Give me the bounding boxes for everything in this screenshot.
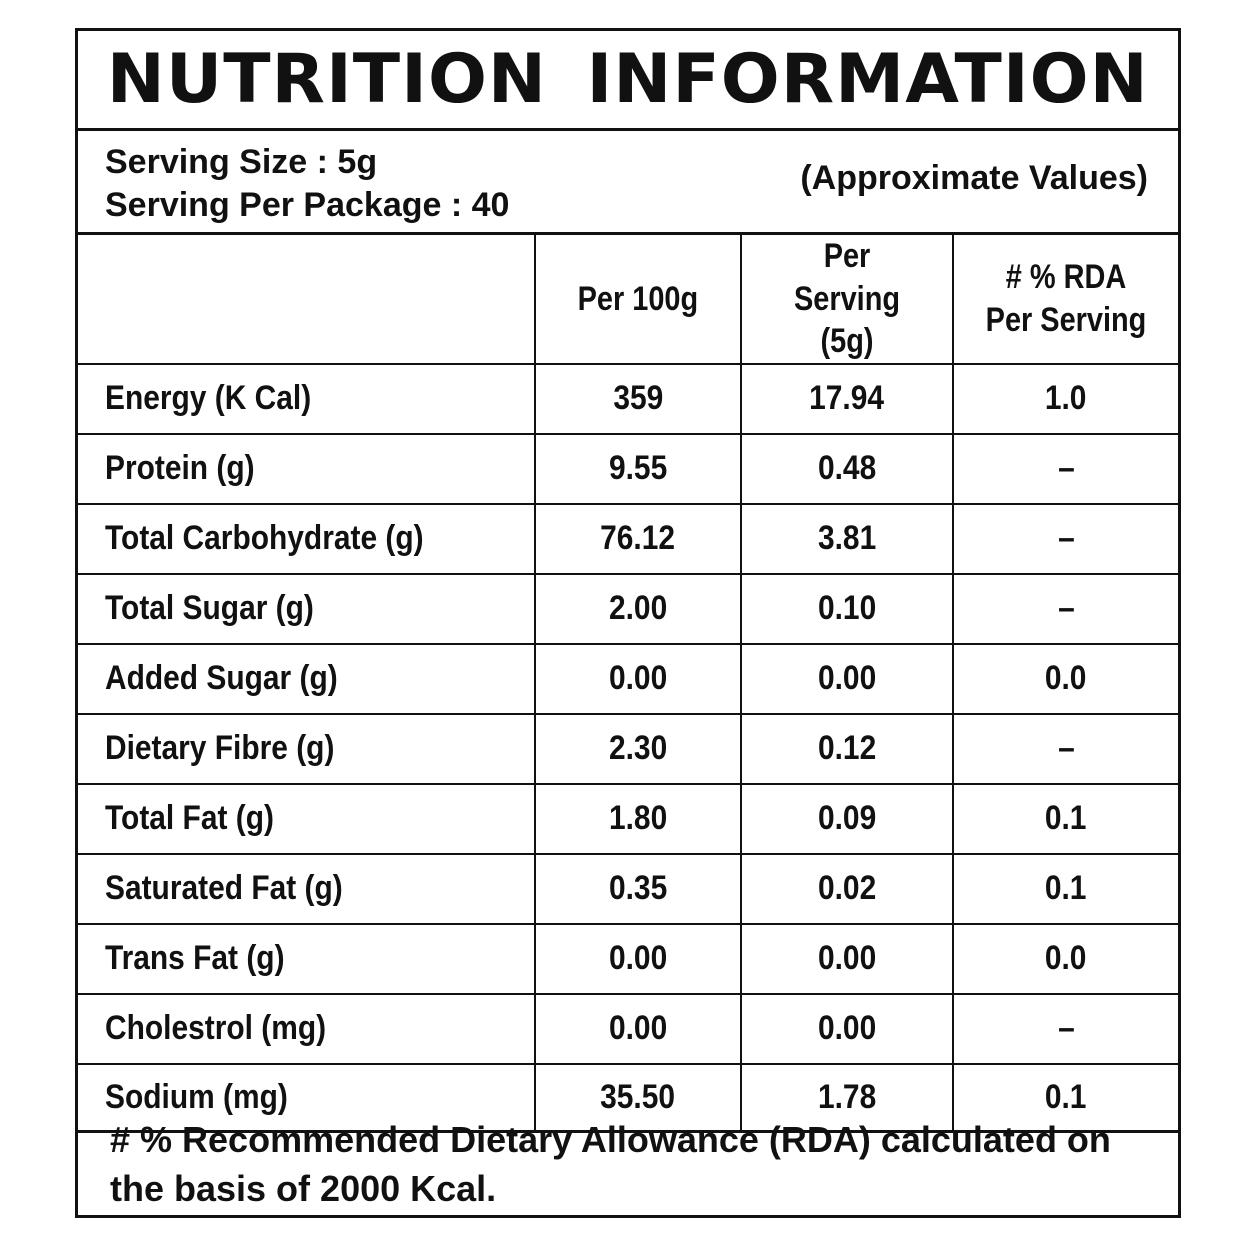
rda-value: 0.0 (952, 643, 1178, 715)
header-rda: # % RDA Per Serving (952, 235, 1178, 365)
per-serving-value: 1.78 (740, 1063, 953, 1133)
per-serving-value: 3.81 (740, 503, 953, 575)
nutrient-name: Energy (K Cal) (78, 363, 535, 435)
approximate-values-note: (Approximate Values) (800, 159, 1148, 197)
table-row: Added Sugar (g) 0.00 0.00 0.0 (78, 643, 1178, 715)
nutrient-name: Added Sugar (g) (78, 643, 535, 715)
nutrient-name: Total Fat (g) (78, 783, 535, 855)
per-100g-value: 35.50 (534, 1063, 741, 1133)
table-row: Trans Fat (g) 0.00 0.00 0.0 (78, 923, 1178, 995)
per-serving-value: 0.02 (740, 853, 953, 925)
per-serving-value: 17.94 (740, 363, 953, 435)
nutrition-table: Per 100g Per Serving (5g) # % RDA Per Se… (78, 235, 1178, 1133)
nutrient-name: Saturated Fat (g) (78, 853, 535, 925)
per-100g-value: 2.00 (534, 573, 741, 645)
rda-value: 0.0 (952, 923, 1178, 995)
per-100g-value: 0.00 (534, 643, 741, 715)
rda-value: 1.0 (952, 363, 1178, 435)
per-100g-value: 359 (534, 363, 741, 435)
nutrient-name: Protein (g) (78, 433, 535, 505)
table-row: Cholestrol (mg) 0.00 0.00– (78, 993, 1178, 1065)
header-per-serving: Per Serving (5g) (740, 235, 953, 365)
label-title: NUTRITION INFORMATION (107, 39, 1149, 119)
per-100g-value: 76.12 (534, 503, 741, 575)
per-100g-value: 9.55 (534, 433, 741, 505)
rda-value: – (952, 503, 1178, 575)
rda-value: – (952, 433, 1178, 505)
header-per-100g: Per 100g (534, 235, 741, 365)
table-row: Total Sugar (g) 2.00 0.10– (78, 573, 1178, 645)
title-row: NUTRITION INFORMATION (78, 31, 1178, 131)
rda-value: – (952, 713, 1178, 785)
rda-footnote: # % Recommended Dietary Allowance (RDA) … (110, 1119, 1111, 1209)
per-serving-value: 0.00 (740, 993, 953, 1065)
per-serving-value: 0.12 (740, 713, 953, 785)
per-serving-value: 0.00 (740, 643, 953, 715)
nutrient-name: Cholestrol (mg) (78, 993, 535, 1065)
rda-value: – (952, 993, 1178, 1065)
table-row: Saturated Fat (g) 0.35 0.02 0.1 (78, 853, 1178, 925)
header-nutrient (78, 235, 535, 365)
nutrient-name: Total Carbohydrate (g) (78, 503, 535, 575)
serving-info: Serving Size : 5g Serving Per Package : … (78, 131, 1178, 235)
per-serving-value: 0.00 (740, 923, 953, 995)
per-serving-value: 0.48 (740, 433, 953, 505)
table-row: Total Carbohydrate (g) 76.12 3.81– (78, 503, 1178, 575)
table-header-row: Per 100g Per Serving (5g) # % RDA Per Se… (78, 235, 1178, 365)
table-row: Energy (K Cal) 359 17.94 1.0 (78, 363, 1178, 435)
table-row: Protein (g) 9.55 0.48– (78, 433, 1178, 505)
nutrition-label: NUTRITION INFORMATION Serving Size : 5g … (75, 28, 1181, 1218)
per-serving-value: 0.09 (740, 783, 953, 855)
table-row: Total Fat (g) 1.80 0.09 0.1 (78, 783, 1178, 855)
rda-value: 0.1 (952, 783, 1178, 855)
table-row: Dietary Fibre (g) 2.30 0.12– (78, 713, 1178, 785)
per-100g-value: 0.35 (534, 853, 741, 925)
rda-value: 0.1 (952, 1063, 1178, 1133)
rda-value: – (952, 573, 1178, 645)
per-100g-value: 0.00 (534, 923, 741, 995)
per-100g-value: 1.80 (534, 783, 741, 855)
nutrient-name: Total Sugar (g) (78, 573, 535, 645)
serving-per-package: Serving Per Package : 40 (105, 186, 510, 224)
nutrient-name: Sodium (mg) (78, 1063, 535, 1133)
rda-value: 0.1 (952, 853, 1178, 925)
nutrient-name: Trans Fat (g) (78, 923, 535, 995)
table-row: Sodium (mg) 35.50 1.78 0.1 (78, 1063, 1178, 1133)
per-100g-value: 0.00 (534, 993, 741, 1065)
nutrient-name: Dietary Fibre (g) (78, 713, 535, 785)
per-serving-value: 0.10 (740, 573, 953, 645)
serving-size: Serving Size : 5g (105, 143, 378, 181)
per-100g-value: 2.30 (534, 713, 741, 785)
